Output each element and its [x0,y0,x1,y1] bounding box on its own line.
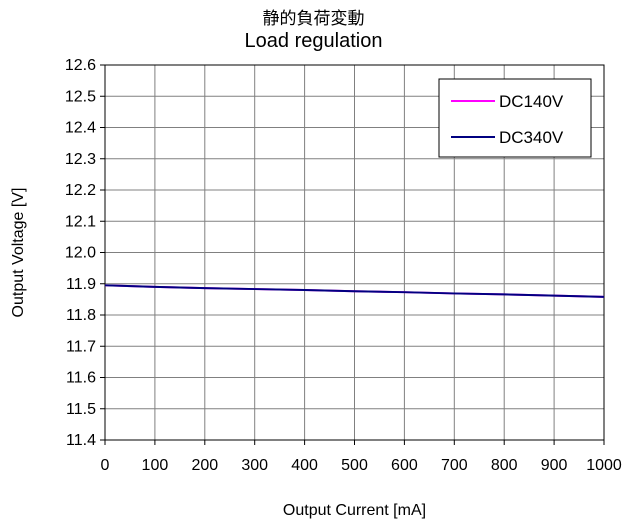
y-tick-label: 12.4 [65,120,96,137]
y-tick-label: 12.6 [65,57,96,74]
y-tick-label: 12.3 [65,151,96,168]
y-tick-label: 12.1 [65,213,96,230]
x-tick-label: 300 [241,457,268,474]
x-tick-label: 500 [341,457,368,474]
y-tick-label: 11.4 [66,432,96,449]
x-tick-label: 400 [291,457,318,474]
y-tick-label: 11.8 [66,307,96,324]
x-tick-label: 200 [191,457,218,474]
legend-label: DC340V [499,128,564,147]
y-tick-label: 12.5 [65,88,96,105]
y-tick-label: 11.5 [66,401,96,418]
x-tick-label: 100 [142,457,169,474]
y-tick-label: 11.6 [66,370,96,387]
x-tick-label: 0 [101,457,110,474]
y-tick-label: 11.7 [66,338,96,355]
y-tick-label: 11.9 [66,276,96,293]
x-tick-label: 800 [491,457,518,474]
x-tick-label: 700 [441,457,468,474]
y-axis-label: Output Voltage [V] [10,188,27,318]
x-tick-label: 900 [541,457,568,474]
y-tick-label: 12.2 [65,182,96,199]
y-tick-label: 12.0 [65,245,96,262]
x-axis-label: Output Current [mA] [283,502,426,519]
x-tick-label: 1000 [586,457,622,474]
x-tick-label: 600 [391,457,418,474]
legend-label: DC140V [499,92,564,111]
